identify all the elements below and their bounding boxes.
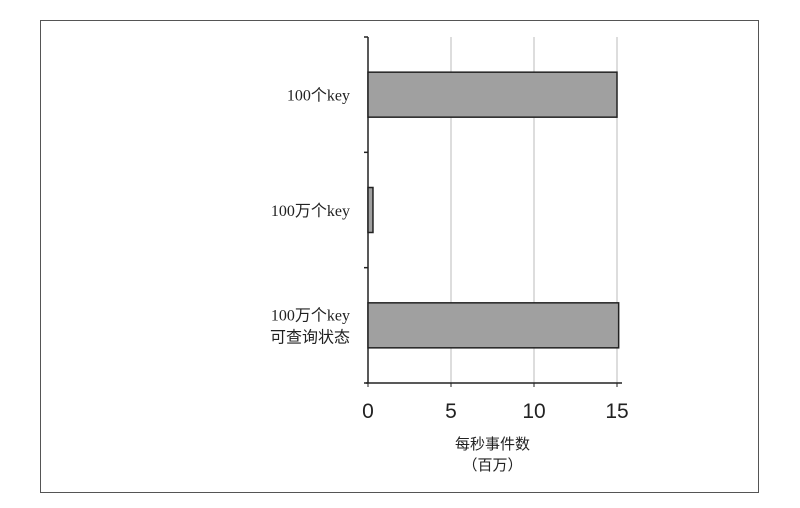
chart-frame (40, 20, 759, 493)
x-tick-label: 5 (445, 400, 457, 423)
x-tick-label: 15 (605, 400, 628, 423)
category-label: 100万个key (271, 306, 350, 324)
bar (367, 302, 620, 349)
category-label: 100万个key (271, 202, 350, 220)
category-label: 可查询状态 (270, 328, 350, 346)
category-label: 100个key (287, 87, 350, 105)
x-tick-label: 0 (362, 400, 374, 423)
x-axis-label: （百万） (462, 456, 522, 474)
x-tick-label: 10 (522, 400, 545, 423)
bar (367, 71, 618, 118)
x-axis-label: 每秒事件数 (455, 435, 530, 453)
bar (367, 186, 374, 234)
